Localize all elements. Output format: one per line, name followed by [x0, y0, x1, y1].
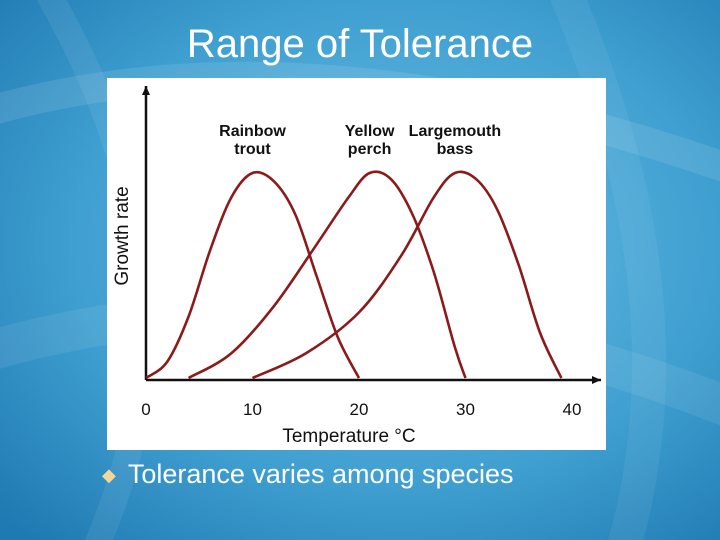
series-label-rainbow-trout: Rainbow trout [219, 123, 286, 158]
tolerance-chart: 0 10 20 30 40 Rainbow trout Yellow perch Largemo… [112, 86, 601, 447]
series-curve-rainbow-trout [145, 170, 361, 380]
series-curve-yellow-perch [187, 170, 467, 380]
bullet-text: Tolerance varies among species [127, 459, 514, 489]
chart-panel: 0 10 20 30 40 Rainbow trout Yellow perch Largemo… [107, 78, 606, 450]
x-tick-label: 20 [350, 400, 369, 419]
series-label-largemouth-bass: Largemouth bass [409, 123, 501, 158]
series-label-yellow-perch: Yellow perch [345, 123, 395, 158]
series-curve-largemouth-bass [251, 170, 563, 380]
y-axis-title: Growth rate [112, 186, 133, 285]
slide-title: Range of Tolerance [186, 22, 534, 66]
x-axis-title: Temperature °C [282, 426, 415, 447]
x-tick-label: 0 [141, 400, 150, 419]
diamond-bullet-icon: ◆ [102, 464, 116, 485]
x-tick-label: 40 [563, 400, 582, 419]
x-tick-label: 30 [456, 400, 475, 419]
bullet-point: ◆ Tolerance varies among species [102, 459, 514, 490]
x-tick-label: 10 [243, 400, 262, 419]
